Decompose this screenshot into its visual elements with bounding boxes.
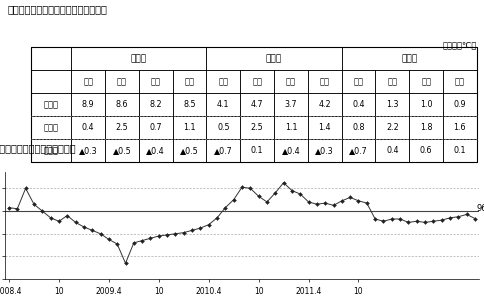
Text: 中旬: 中旬 [117, 77, 127, 86]
Text: 月間: 月間 [320, 77, 330, 86]
Text: 平年差: 平年差 [44, 146, 59, 155]
Text: 0.7: 0.7 [150, 123, 162, 132]
Text: 8.6: 8.6 [116, 100, 128, 109]
Text: ▲0.3: ▲0.3 [316, 146, 334, 155]
Text: 0.4: 0.4 [386, 146, 398, 155]
Text: 上旬: 上旬 [218, 77, 228, 86]
Text: 中旬: 中旬 [252, 77, 262, 86]
Text: 本　年: 本 年 [44, 100, 59, 109]
Text: 下旬: 下旬 [151, 77, 161, 86]
Text: 1.6: 1.6 [454, 123, 466, 132]
Text: ▲0.7: ▲0.7 [349, 146, 368, 155]
Text: 下旬: 下旬 [421, 77, 431, 86]
Text: ▲0.7: ▲0.7 [214, 146, 233, 155]
Text: 下旬: 下旬 [286, 77, 296, 86]
Text: 8.2: 8.2 [150, 100, 162, 109]
Text: 4.7: 4.7 [251, 100, 263, 109]
Text: 0.1: 0.1 [251, 146, 263, 155]
Text: 1.1: 1.1 [285, 123, 297, 132]
Text: 平　均: 平 均 [266, 54, 282, 63]
Text: 1.1: 1.1 [183, 123, 196, 132]
Text: 最　低: 最 低 [401, 54, 417, 63]
Text: 8.9: 8.9 [82, 100, 94, 109]
Text: ▲0.4: ▲0.4 [147, 146, 165, 155]
Text: 上旬: 上旬 [83, 77, 93, 86]
Text: 2.5: 2.5 [251, 123, 263, 132]
Text: 中旬: 中旬 [387, 77, 397, 86]
Text: 月間: 月間 [184, 77, 195, 86]
Text: ▲0.5: ▲0.5 [180, 146, 199, 155]
Text: 2.2: 2.2 [386, 123, 399, 132]
Text: 96.7: 96.7 [477, 204, 484, 213]
Text: 0.8: 0.8 [352, 123, 365, 132]
Text: 上旬: 上旬 [353, 77, 363, 86]
Text: 3.7: 3.7 [285, 100, 297, 109]
Text: 0.5: 0.5 [217, 123, 229, 132]
Text: 1.8: 1.8 [420, 123, 432, 132]
Text: （参考２）　発受電電力量対前年比の推移: （参考２） 発受電電力量対前年比の推移 [0, 143, 76, 153]
Text: 1.0: 1.0 [420, 100, 432, 109]
Text: 0.6: 0.6 [420, 146, 432, 155]
Text: 0.9: 0.9 [454, 100, 466, 109]
Text: （参考１）名古屋地区の気温（１月）: （参考１）名古屋地区の気温（１月） [7, 4, 107, 14]
Text: 2.5: 2.5 [116, 123, 128, 132]
Text: 最　高: 最 高 [131, 54, 147, 63]
Text: 8.5: 8.5 [183, 100, 196, 109]
Text: ▲0.4: ▲0.4 [282, 146, 300, 155]
Text: 4.1: 4.1 [217, 100, 229, 109]
Text: 前年差: 前年差 [44, 123, 59, 132]
Text: ▲0.5: ▲0.5 [113, 146, 131, 155]
Text: ▲0.3: ▲0.3 [79, 146, 97, 155]
Text: 0.1: 0.1 [454, 146, 466, 155]
Text: 月間: 月間 [455, 77, 465, 86]
Text: 4.2: 4.2 [318, 100, 331, 109]
Text: 1.3: 1.3 [386, 100, 398, 109]
Text: 1.4: 1.4 [318, 123, 331, 132]
Text: 0.4: 0.4 [82, 123, 94, 132]
Text: （単位：℃）: （単位：℃） [442, 42, 477, 51]
Text: 0.4: 0.4 [352, 100, 365, 109]
